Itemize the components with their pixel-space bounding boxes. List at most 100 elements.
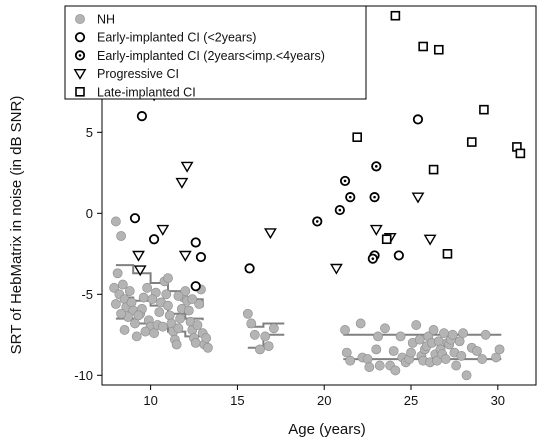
data-point (124, 286, 135, 296)
data-point (515, 148, 526, 159)
data-point (456, 350, 467, 361)
data-point (112, 268, 123, 279)
data-point (411, 192, 425, 204)
data-point (312, 216, 323, 227)
x-tick-label: 15 (230, 393, 244, 408)
y-axis-title: SRT of HebMatrix in noise (in dB SNR) (8, 96, 25, 355)
data-point (439, 328, 449, 339)
data-point (428, 325, 439, 335)
y-tick-label: 0 (86, 206, 93, 221)
data-point (129, 213, 141, 224)
data-markers (109, 10, 526, 381)
x-tick-label: 20 (317, 393, 331, 408)
data-point (480, 329, 491, 340)
data-point (154, 307, 165, 318)
data-point (268, 323, 279, 334)
data-point (175, 177, 189, 189)
data-point (371, 344, 382, 355)
data-point (192, 320, 203, 330)
data-point (242, 308, 253, 319)
data-point (369, 192, 380, 203)
data-point (173, 291, 184, 301)
data-point (187, 294, 198, 305)
data-point (367, 253, 378, 264)
legend: NH Early-implanted CI (<2years) Early-impl… (64, 5, 367, 100)
data-point (163, 300, 173, 311)
y-tick-label: -5 (81, 287, 93, 302)
data-point (390, 10, 401, 21)
series-open-circle (129, 111, 424, 292)
data-point (190, 237, 201, 248)
data-point (364, 362, 375, 373)
data-point (133, 310, 144, 321)
data-point (171, 339, 182, 350)
data-point (393, 250, 404, 261)
y-tick-label: -10 (74, 368, 93, 383)
data-point (390, 365, 401, 376)
data-point (109, 282, 120, 293)
data-point (163, 273, 173, 284)
data-point (116, 231, 126, 241)
x-tick-label: 10 (143, 393, 157, 408)
data-point (345, 355, 356, 366)
series-open-square (352, 10, 526, 259)
data-point (428, 164, 439, 175)
data-point (440, 354, 451, 364)
y-tick-label: 5 (86, 125, 93, 140)
data-point (355, 318, 366, 329)
data-point (140, 326, 151, 337)
data-point (178, 250, 192, 262)
data-point (180, 161, 194, 173)
x-tick-label: 25 (404, 393, 418, 408)
data-point (255, 344, 265, 355)
data-point (433, 44, 444, 55)
data-point (180, 286, 191, 296)
data-point (380, 323, 390, 334)
data-point (442, 249, 453, 259)
data-point (202, 342, 213, 353)
data-point (156, 224, 170, 236)
data-point (371, 161, 382, 172)
data-point (395, 331, 406, 342)
data-point (406, 347, 416, 358)
data-point (157, 321, 168, 332)
data-point (142, 282, 153, 293)
data-point (461, 370, 472, 381)
data-point (133, 265, 147, 277)
legend-marker (75, 14, 85, 24)
data-point (161, 289, 172, 300)
data-point (334, 204, 345, 216)
data-point (164, 310, 175, 321)
data-point (352, 132, 362, 142)
data-point (423, 234, 437, 246)
data-point (329, 263, 343, 275)
data-point (373, 331, 383, 342)
data-point (110, 216, 121, 227)
data-point (362, 354, 373, 364)
legend-marker (74, 32, 86, 43)
data-point (175, 313, 186, 324)
x-axis-ticks: 10 15 20 25 30 (143, 385, 505, 408)
data-point (491, 352, 501, 363)
data-point (138, 292, 149, 303)
legend-box (64, 5, 367, 100)
data-point (477, 354, 488, 364)
data-point (458, 328, 468, 339)
data-point (494, 344, 505, 355)
data-point (183, 305, 194, 316)
series-filled-circle (109, 216, 505, 381)
data-point (263, 341, 274, 352)
data-point (173, 323, 184, 334)
legend-label: Late-implanted CI (97, 85, 196, 99)
data-point (119, 325, 130, 335)
data-point (149, 328, 159, 339)
data-point (132, 250, 145, 262)
legend-label: Early-implanted CI (<2years) (97, 31, 256, 45)
data-point (195, 251, 207, 263)
data-point (126, 297, 137, 308)
data-point (381, 234, 392, 245)
data-point (340, 325, 350, 335)
data-point (263, 228, 277, 240)
series-open-triangle-down (132, 90, 437, 277)
